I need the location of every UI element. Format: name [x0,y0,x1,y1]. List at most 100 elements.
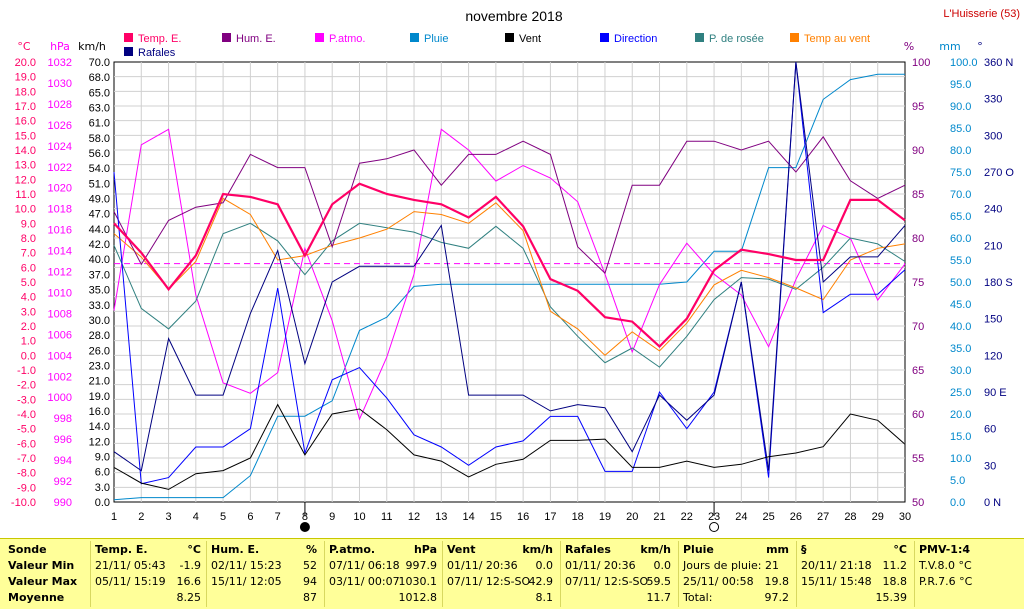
rain-tick-label: 65.0 [950,211,971,223]
station-name: L'Huisserie (53) [943,8,1020,20]
press-tick-label: 996 [54,434,72,446]
temp-tick-label: 11.0 [15,189,36,201]
wind-tick-label: 28.0 [89,330,110,342]
wind-tick-label: 21.0 [89,376,110,388]
temp-min-date: 21/11/ 05:43 [95,559,166,572]
x-tick-label: 23 [708,511,720,523]
x-tick-label: 2 [138,511,144,523]
legend-swatch [124,33,133,42]
temp-tick-label: 16.0 [15,116,36,128]
hum-tick-label: 55 [912,453,924,465]
wind-tick-label: 0.0 [95,497,110,509]
rain-tick-label: 80.0 [950,145,971,157]
chart-legend: Temp. E. Hum. E. P.atmo. Pluie Vent Direction… [124,33,870,59]
press-unit-label: hPa [413,543,437,556]
x-tick-label: 12 [408,511,420,523]
press-tick-label: 990 [54,497,72,509]
temp-tick-label: 14.0 [15,145,36,157]
dir-tick-label: 150 [984,314,1002,326]
gust-min-date: 01/11/ 20:36 [565,559,636,572]
wind-tick-label: 61.0 [89,118,110,130]
x-tick-label: 8 [302,511,308,523]
wind-tick-label: 47.0 [89,209,110,221]
hum-tick-label: 90 [912,145,924,157]
series-line-temp-e [113,182,906,349]
x-tick-label: 29 [872,511,884,523]
full-moon-icon [709,522,720,532]
gust-max-date: 07/11/ 12:S-SO [565,575,649,588]
rain-tick-label: 5.0 [950,475,965,487]
rain-total-label: Total: [683,591,713,604]
wind-tick-label: 6.0 [95,467,110,479]
temp-title: Temp. E. [95,543,148,556]
legend-label: Rafales [138,47,176,59]
legend-swatch [790,33,799,42]
series-line-p-atmo [113,128,906,421]
gust-min-val: 0.0 [653,559,672,572]
press-title: P.atmo. [329,543,376,556]
temp-tick-label: -10.0 [11,497,36,509]
pmv-title: PMV-1:4 [919,543,970,556]
series-line-hum-e [113,135,906,275]
temp-min-val: -1.9 [179,559,201,572]
wind-unit: km/h [78,40,106,53]
temp-tick-label: 19.0 [15,72,36,84]
temp-tick-label: -9.0 [17,482,36,494]
pmv-pr: P.R.7.6 °C [919,575,973,588]
gust-avg: 11.7 [646,591,672,604]
gust-title: Rafales [565,543,611,556]
x-tick-label: 9 [329,511,335,523]
row-label-min: Valeur Min [8,559,75,572]
wind-min-val: 0.0 [535,559,554,572]
hum-tick-label: 75 [912,277,924,289]
press-tick-label: 1016 [48,225,72,237]
legend-swatch [600,33,609,42]
x-tick-label: 25 [762,511,774,523]
press-tick-label: 998 [54,413,72,425]
rain-tick-label: 60.0 [950,233,971,245]
x-tick-label: 3 [165,511,171,523]
pmv-tv: T.V.8.0 °C [919,559,972,572]
legend-swatch [410,33,419,42]
x-tick-label: 17 [544,511,556,523]
extra-title: § [801,543,807,556]
rain-tick-label: 35.0 [950,343,971,355]
temp-tick-label: -6.0 [17,438,36,450]
temp-tick-label: 9.0 [21,218,36,230]
temp-tick-label: -1.0 [17,365,36,377]
legend-label: P. de rosée [709,33,764,45]
press-min-val: 997.9 [405,559,438,572]
rain-total: 97.2 [764,591,790,604]
press-tick-label: 1032 [48,57,72,69]
hum-title: Hum. E. [211,543,260,556]
rain-tick-label: 0.0 [950,497,965,509]
wind-tick-label: 44.0 [89,224,110,236]
wind-tick-label: 42.0 [89,239,110,251]
wind-tick-label: 23.0 [89,360,110,372]
dir-tick-label: 300 [984,130,1002,142]
rain-tick-label: 95.0 [950,79,971,91]
hum-min-date: 02/11/ 15:23 [211,559,282,572]
summary-col-sonde: Sonde Valeur Min Valeur Max Moyenne [4,541,88,607]
extra-max-date: 15/11/ 15:48 [801,575,872,588]
x-tick-label: 26 [790,511,802,523]
dir-tick-label: 360 N [984,57,1013,69]
temp-avg: 8.25 [176,591,202,604]
wind-tick-label: 3.0 [95,482,110,494]
temp-tick-label: -8.0 [17,468,36,480]
wind-tick-label: 33.0 [89,300,110,312]
press-tick-label: 1006 [48,329,72,341]
sonde-title: Sonde [8,543,47,556]
x-tick-label: 16 [517,511,529,523]
dir-tick-label: 210 [984,240,1002,252]
series-line-temp-au-vent [113,197,906,356]
rain-max-date: 25/11/ 00:58 [683,575,754,588]
rain-tick-label: 30.0 [950,365,971,377]
dir-tick-label: 240 [984,204,1002,216]
legend-label: Direction [614,33,657,45]
row-label-avg: Moyenne [8,591,65,604]
temp-tick-label: 18.0 [15,86,36,98]
dir-tick-label: 180 S [984,277,1013,289]
press-unit: hPa [50,40,70,53]
x-tick-label: 1 [111,511,117,523]
